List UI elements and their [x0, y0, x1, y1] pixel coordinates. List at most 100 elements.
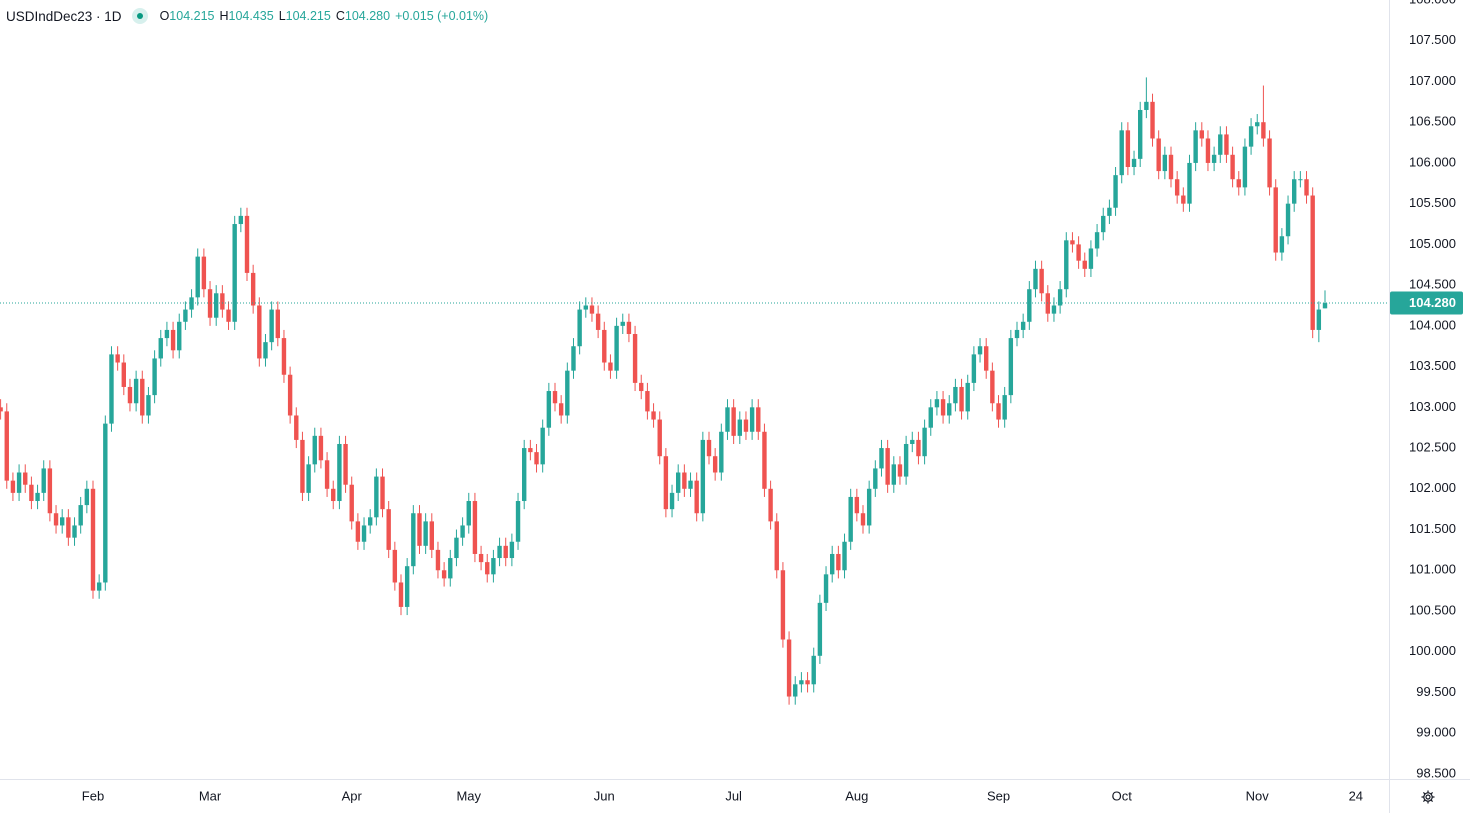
- candle-body: [768, 488, 773, 522]
- candle-body: [546, 391, 552, 428]
- candle-body: [534, 452, 539, 465]
- candle-body: [244, 215, 250, 273]
- candle-body: [1162, 154, 1168, 172]
- candle-body: [478, 553, 484, 563]
- y-tick-label: 103.500: [1409, 358, 1456, 373]
- candle-body: [466, 501, 471, 526]
- candle-body: [47, 468, 53, 514]
- candle-body: [725, 407, 730, 432]
- candle-body: [115, 354, 120, 363]
- x-tick-label: Jun: [594, 788, 615, 803]
- ohlc-value: 104.215: [169, 9, 215, 23]
- candle-body: [435, 549, 441, 571]
- candle-body: [916, 439, 921, 457]
- x-tick-label: Oct: [1112, 788, 1133, 803]
- y-tick-label: 102.000: [1409, 480, 1456, 495]
- candle-body: [423, 521, 428, 546]
- x-tick-label: Sep: [987, 788, 1010, 803]
- y-tick-label: 105.500: [1409, 195, 1456, 210]
- candle-body: [361, 525, 367, 542]
- y-tick-label: 101.500: [1409, 521, 1456, 536]
- ohlc-label: H: [219, 9, 229, 23]
- candle-body: [940, 399, 946, 416]
- candle-body: [1138, 109, 1143, 159]
- ohlc-value: 104.215: [285, 9, 331, 23]
- candle-body: [528, 448, 533, 453]
- y-tick-label: 98.500: [1416, 765, 1456, 780]
- symbol[interactable]: USDIndDec23 · 1D: [6, 8, 122, 24]
- candle-body: [195, 256, 200, 298]
- candle-body: [1125, 130, 1131, 168]
- candle-body: [965, 382, 970, 412]
- candle-body: [392, 549, 398, 583]
- candle-body: [220, 293, 225, 310]
- candle-body: [460, 525, 465, 538]
- candle-body: [1261, 122, 1266, 139]
- ohlc-label: L: [278, 9, 286, 23]
- candle-body: [1051, 305, 1057, 314]
- candle-body: [786, 639, 792, 697]
- candle-body: [830, 553, 835, 575]
- candle-body: [263, 342, 268, 359]
- candle-body: [109, 354, 114, 424]
- legend: USDIndDec23 · 1D O 104.215 H 104.435 L 104.…: [6, 8, 488, 24]
- candle-body: [1193, 130, 1198, 163]
- candle-body: [1298, 179, 1303, 181]
- candle-body: [620, 321, 625, 326]
- candle-body: [595, 313, 601, 330]
- candle-body: [300, 439, 305, 493]
- candle-body: [1033, 268, 1038, 290]
- ohlc-label: C: [335, 9, 345, 23]
- candle-body: [910, 439, 915, 444]
- candle-body: [1082, 260, 1087, 269]
- y-tick-label: 100.000: [1409, 643, 1456, 658]
- candle-body: [1242, 146, 1248, 188]
- candle-body: [1279, 236, 1285, 253]
- candle-body: [682, 472, 687, 489]
- candle-body: [398, 582, 404, 607]
- candle-body: [984, 346, 989, 371]
- candle-body: [632, 334, 638, 383]
- candle-body: [1113, 175, 1118, 208]
- candle-body: [140, 378, 145, 416]
- candle-body: [1322, 303, 1328, 309]
- x-tick-label: May: [456, 788, 481, 803]
- candle-body: [866, 488, 872, 526]
- candle-body: [238, 215, 244, 225]
- candle-body: [743, 419, 749, 432]
- candle-body: [1156, 138, 1161, 172]
- candle-body: [712, 456, 718, 473]
- candle-body: [509, 541, 515, 559]
- candle-body: [78, 505, 83, 526]
- candle-body: [454, 537, 459, 559]
- candle-body: [497, 545, 502, 559]
- candle-body: [324, 460, 330, 489]
- ohlc-label: O: [159, 9, 170, 23]
- candle-body: [996, 403, 1001, 420]
- candle-body: [368, 517, 373, 526]
- candle-body: [380, 476, 385, 510]
- candle-body: [589, 305, 595, 314]
- candle-body: [854, 496, 860, 514]
- candle-body: [411, 513, 416, 567]
- candle-body: [0, 407, 3, 412]
- candle-body: [1187, 162, 1192, 204]
- candle-body: [152, 358, 157, 396]
- candle-body: [1150, 101, 1155, 139]
- y-tick-label: 103.000: [1409, 399, 1456, 414]
- y-tick-label: 107.500: [1409, 32, 1456, 47]
- candle-body: [1008, 338, 1014, 396]
- candle-body: [503, 545, 508, 559]
- candle-body: [805, 680, 810, 685]
- settings-icon[interactable]: [1421, 790, 1435, 804]
- candle-body: [639, 382, 644, 392]
- candle-body: [823, 574, 829, 603]
- candle-body: [522, 448, 527, 502]
- candle-body: [312, 435, 317, 465]
- x-tick-label: 24: [1349, 788, 1363, 803]
- candle-body: [1304, 179, 1309, 196]
- candle-body: [287, 374, 293, 416]
- candle-body: [977, 346, 983, 355]
